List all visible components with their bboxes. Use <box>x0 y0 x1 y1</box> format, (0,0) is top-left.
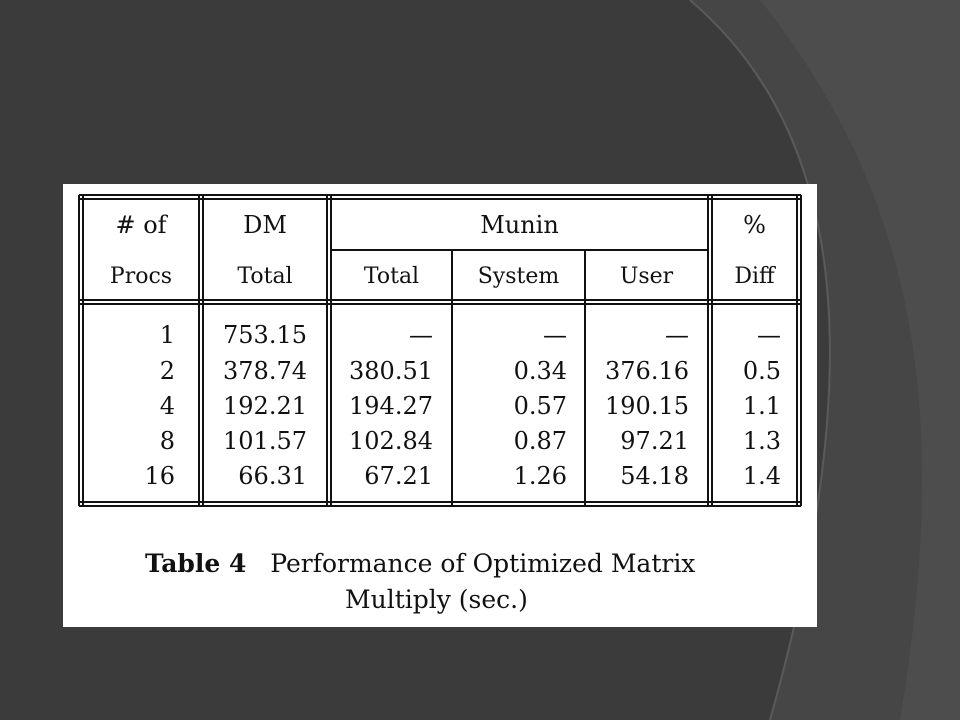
header-percent: % <box>743 211 766 239</box>
header-munin-user: User <box>619 264 674 289</box>
cell-user: — <box>665 321 689 349</box>
header-munin: Munin <box>480 211 559 239</box>
header-munin-total: Total <box>363 264 420 289</box>
cell-munin-total: 67.21 <box>364 462 433 490</box>
cell-diff: 1.1 <box>742 392 781 420</box>
header-dm-total: Total <box>237 264 293 289</box>
cell-diff: — <box>757 321 781 349</box>
cell-procs: 4 <box>159 392 175 420</box>
cell-user: 54.18 <box>620 462 689 490</box>
cell-munin-total: — <box>409 321 433 349</box>
cell-munin-total: 380.51 <box>349 357 433 385</box>
cell-user: 376.16 <box>605 357 689 385</box>
header-procs: Procs <box>109 264 173 289</box>
table-caption-label: Table 4 <box>145 549 247 578</box>
cell-procs: 2 <box>159 357 175 385</box>
cell-dm-total: 66.31 <box>238 462 307 490</box>
cell-dm-total: 101.57 <box>223 427 307 455</box>
cell-system: — <box>543 321 567 349</box>
cell-diff: 1.3 <box>742 427 781 455</box>
table-caption-line1: Table 4 Performance of Optimized Matrix <box>145 549 695 578</box>
table-caption-text: Performance of Optimized Matrix <box>270 549 696 578</box>
cell-munin-total: 102.84 <box>349 427 433 455</box>
header-munin-system: System <box>477 264 560 289</box>
cell-procs: 16 <box>144 462 175 490</box>
cell-user: 190.15 <box>605 392 689 420</box>
table-rules <box>78 194 802 507</box>
cell-procs: 8 <box>159 427 175 455</box>
cell-system: 0.34 <box>513 357 567 385</box>
header-diff: Diff <box>734 264 775 289</box>
cell-system: 0.57 <box>513 392 567 420</box>
cell-dm-total: 378.74 <box>223 357 307 385</box>
scanned-table-page: # of DM Munin % Procs Total Total System… <box>63 184 817 627</box>
header-dm: DM <box>243 211 287 239</box>
cell-procs: 1 <box>159 321 175 349</box>
cell-dm-total: 192.21 <box>223 392 307 420</box>
cell-system: 0.87 <box>513 427 567 455</box>
cell-diff: 1.4 <box>742 462 781 490</box>
cell-system: 1.26 <box>513 462 567 490</box>
cell-munin-total: 194.27 <box>349 392 433 420</box>
cell-dm-total: 753.15 <box>223 321 307 349</box>
cell-diff: 0.5 <box>742 357 781 385</box>
header-procs-top: # of <box>115 211 167 239</box>
cell-user: 97.21 <box>620 427 689 455</box>
table-caption-line2: Multiply (sec.) <box>345 585 528 614</box>
